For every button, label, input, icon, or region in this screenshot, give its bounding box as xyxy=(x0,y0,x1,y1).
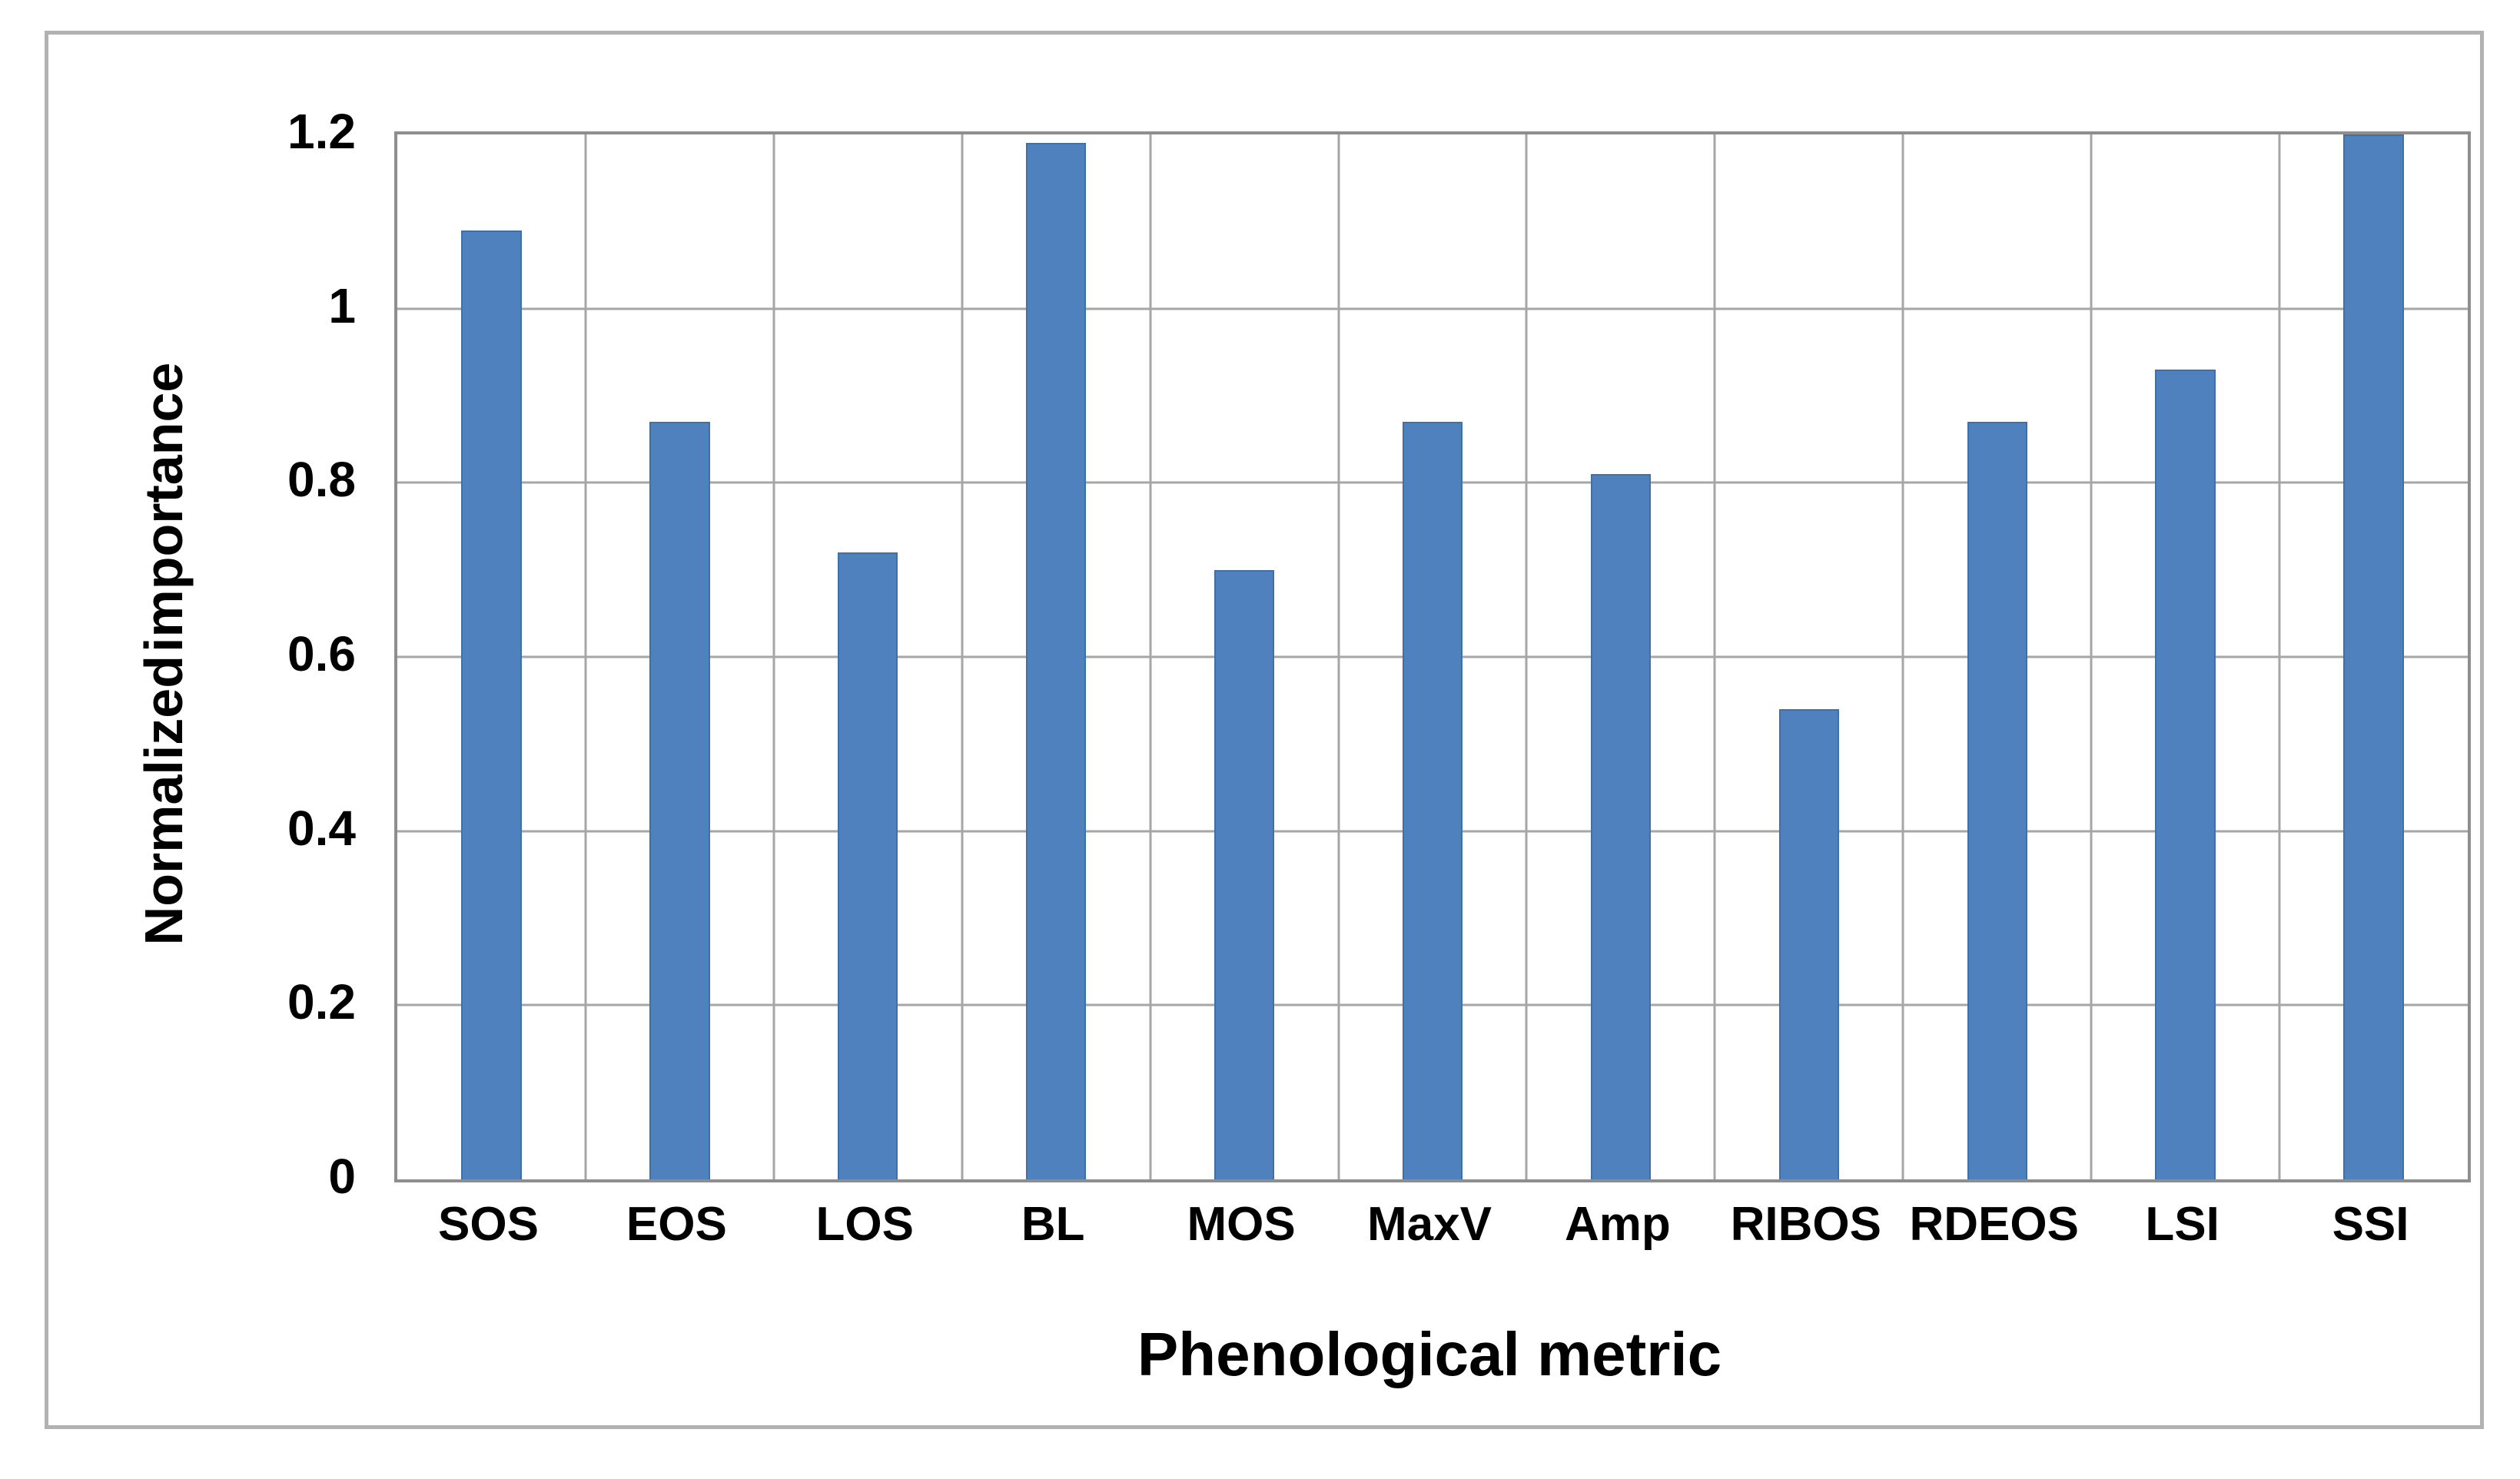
v-gridline xyxy=(772,134,775,1179)
h-gridline xyxy=(397,307,2468,310)
y-axis-title: Normalized importance xyxy=(134,362,194,946)
x-category-label: LOS xyxy=(815,1198,914,1251)
figure-frame: 1.2 1 0.8 0.6 0.4 0.2 0 SOS EOS LOS BL MOS MaxV Amp R… xyxy=(45,31,2484,1429)
v-gridline xyxy=(1901,134,1904,1179)
x-category-label: Amp xyxy=(1565,1198,1671,1251)
bar-los xyxy=(838,552,898,1179)
bar-lsi xyxy=(2155,370,2216,1179)
bar-rdeos xyxy=(1967,422,2027,1179)
x-axis-category-labels: SOS EOS LOS BL MOS MaxV Amp RIBOS RDEOS LSI SSI xyxy=(394,1197,2465,1266)
x-category-label: SSI xyxy=(2332,1198,2409,1251)
x-category-label: MOS xyxy=(1187,1198,1296,1251)
v-gridline xyxy=(584,134,587,1179)
v-gridline xyxy=(1713,134,1716,1179)
x-category-label: RDEOS xyxy=(1909,1198,2079,1251)
y-axis-tick-labels: 1.2 1 0.8 0.6 0.4 0.2 0 xyxy=(48,104,356,1204)
y-tick-label: 0 xyxy=(328,1149,356,1204)
x-category-label: RIBOS xyxy=(1730,1198,1881,1251)
bar-mos xyxy=(1214,569,1275,1179)
y-tick-label: 0.4 xyxy=(287,800,356,856)
bar-eos xyxy=(649,422,710,1179)
bar-sos xyxy=(461,230,522,1179)
x-category-label: SOS xyxy=(437,1198,539,1251)
x-category-label: MaxV xyxy=(1367,1198,1492,1251)
y-tick-label: 0.8 xyxy=(287,452,356,508)
y-tick-label: 1 xyxy=(328,277,356,333)
x-axis-title: Phenological metric xyxy=(1137,1320,1722,1388)
v-gridline xyxy=(961,134,964,1179)
x-category-label: BL xyxy=(1021,1198,1085,1251)
y-tick-label: 0.6 xyxy=(287,626,356,681)
v-gridline xyxy=(1525,134,1528,1179)
v-gridline xyxy=(2090,134,2093,1179)
x-category-label: LSI xyxy=(2145,1198,2220,1251)
bar-amp xyxy=(1590,474,1652,1179)
plot-area xyxy=(394,131,2471,1182)
bar-ribos xyxy=(1778,709,1839,1179)
bar-ssi xyxy=(2343,134,2404,1179)
y-tick-label: 1.2 xyxy=(287,104,356,159)
v-gridline xyxy=(2278,134,2281,1179)
v-gridline xyxy=(1149,134,1152,1179)
y-tick-label: 0.2 xyxy=(287,974,356,1030)
x-category-label: EOS xyxy=(626,1198,727,1251)
v-gridline xyxy=(1337,134,1340,1179)
bar-maxv xyxy=(1402,422,1463,1179)
bar-bl xyxy=(1025,143,1087,1179)
